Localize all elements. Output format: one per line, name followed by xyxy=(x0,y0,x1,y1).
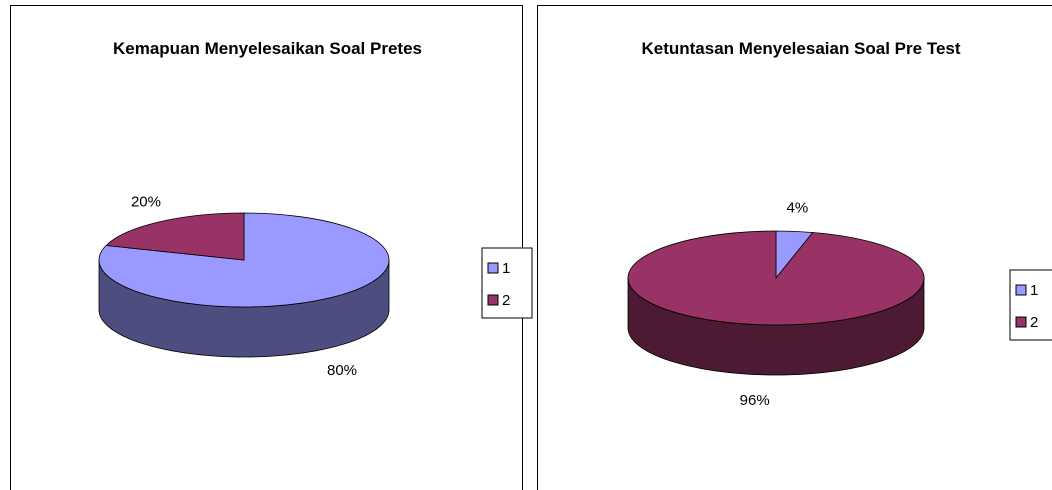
slice xyxy=(105,212,245,261)
data-label: 96% xyxy=(740,392,770,409)
legend-swatch xyxy=(487,294,499,306)
slice xyxy=(627,230,925,326)
legend-label: 1 xyxy=(1030,282,1038,299)
legend-box xyxy=(1009,269,1052,341)
legend-label: 2 xyxy=(1030,314,1038,331)
legend-swatch xyxy=(1015,316,1027,328)
legend-label: 1 xyxy=(502,260,510,277)
chart-title: Kemapuan Menyelesaikan Soal Pretes xyxy=(113,39,422,58)
chart-title: Ketuntasan Menyelesaian Soal Pre Test xyxy=(641,39,961,58)
legend-box xyxy=(481,247,533,319)
data-label: 80% xyxy=(327,362,357,379)
data-label: 20% xyxy=(131,194,161,211)
legend-label: 2 xyxy=(502,292,510,309)
legend-swatch xyxy=(1015,284,1027,296)
data-label: 4% xyxy=(786,200,808,217)
legend-swatch xyxy=(487,262,499,274)
